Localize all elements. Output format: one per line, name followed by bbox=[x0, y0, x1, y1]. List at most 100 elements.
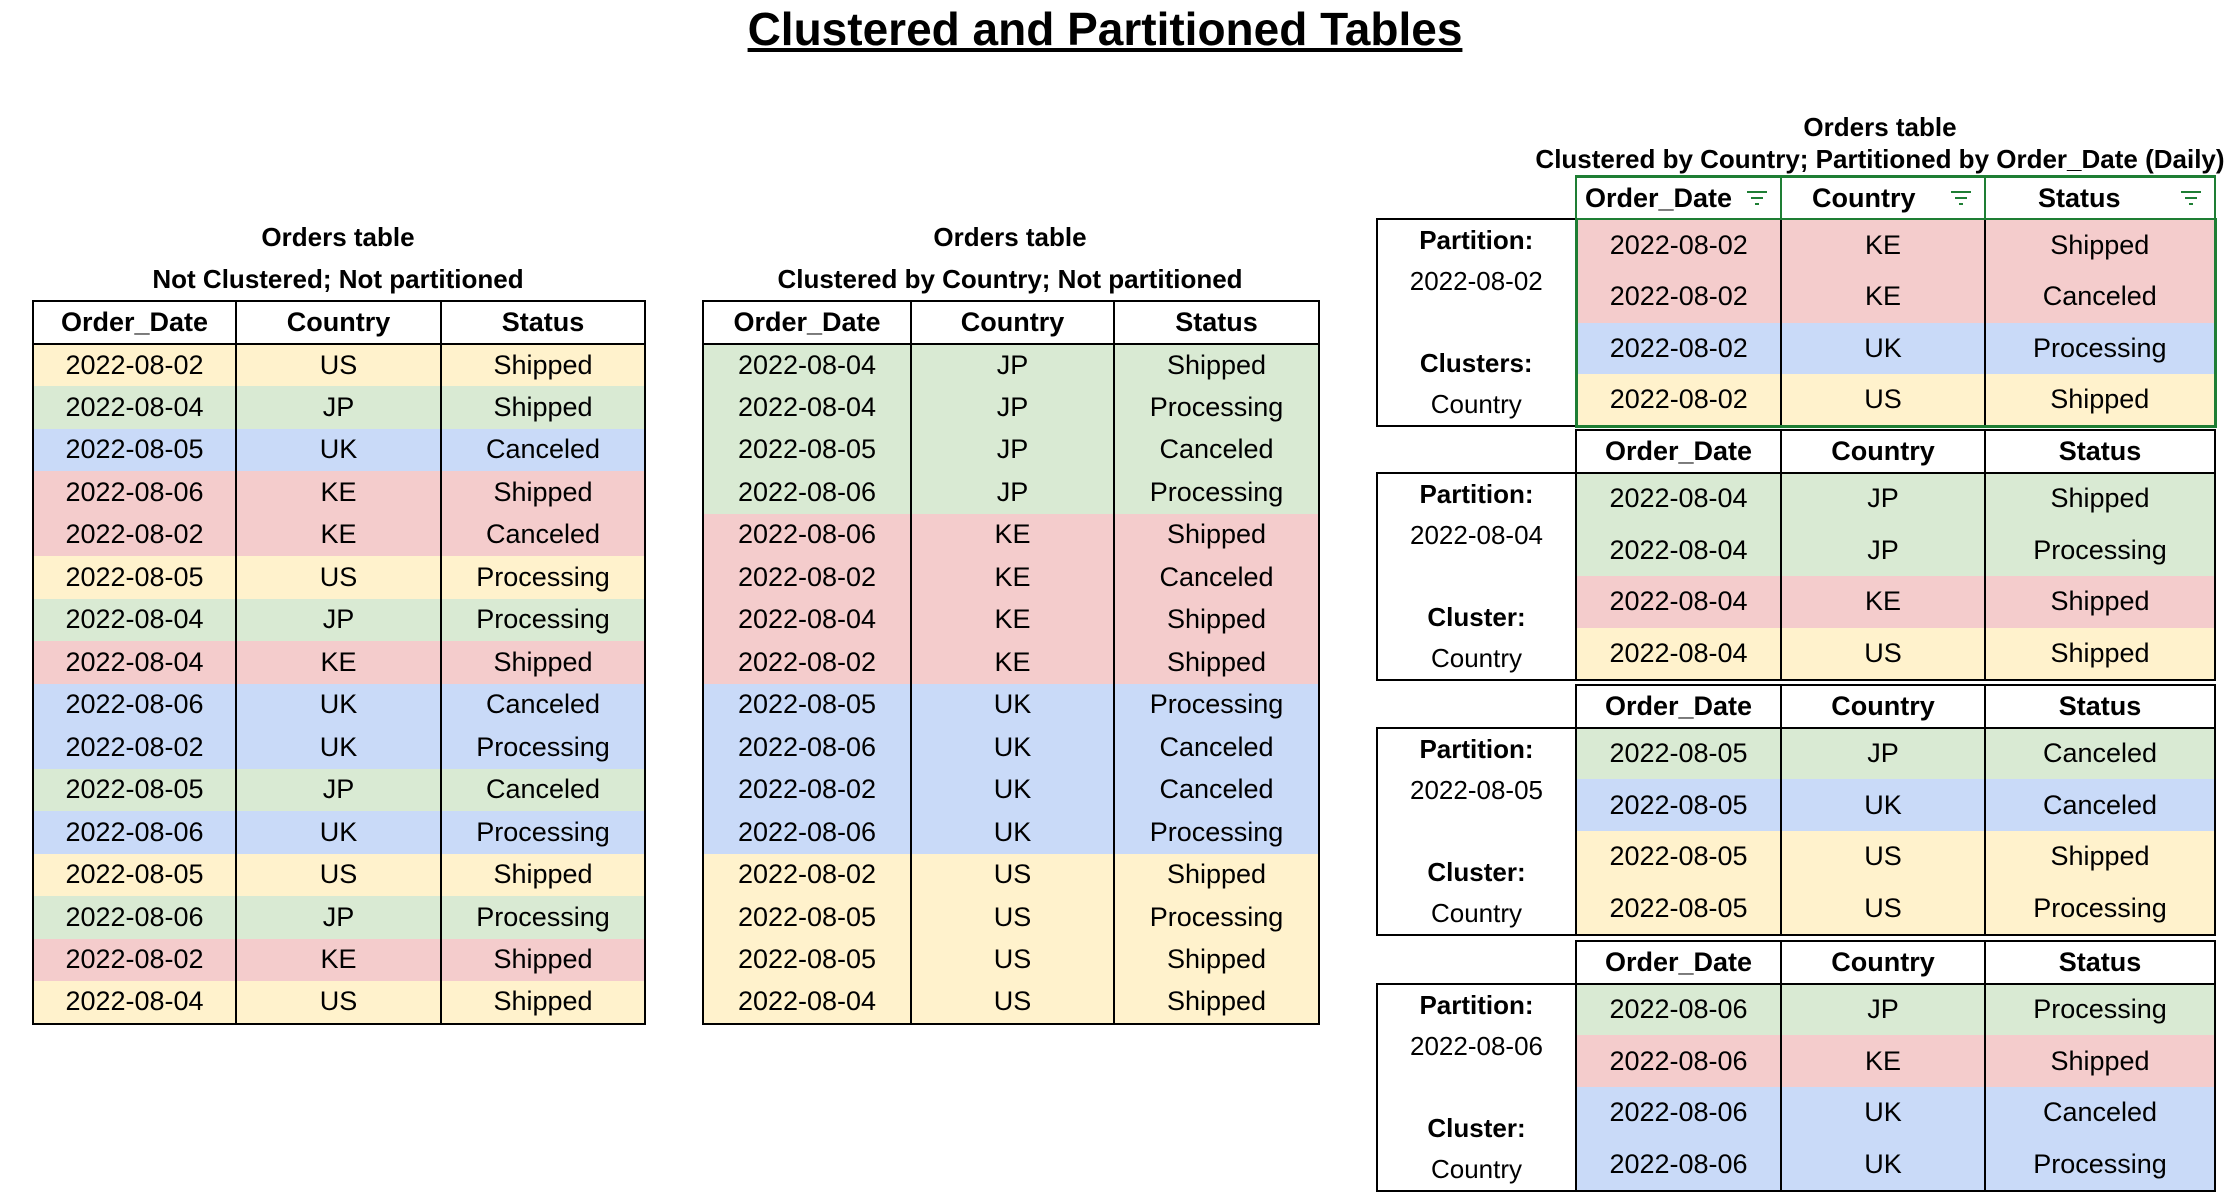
cell-order-date: 2022-08-04 bbox=[702, 386, 912, 429]
table3-subtitle: Clustered by Country; Partitioned by Ord… bbox=[1535, 144, 2225, 174]
cluster-key: Cluster: bbox=[1427, 856, 1526, 887]
column-header: Status bbox=[1984, 429, 2216, 474]
cell-status: Processing bbox=[1113, 896, 1320, 939]
cell-order-date: 2022-08-06 bbox=[32, 683, 237, 726]
cell-country: US bbox=[1780, 831, 1986, 883]
cell-order-date: 2022-08-02 bbox=[32, 938, 237, 981]
cell-order-date: 2022-08-06 bbox=[702, 513, 912, 556]
cell-order-date: 2022-08-05 bbox=[32, 556, 237, 599]
cell-country: UK bbox=[910, 683, 1115, 726]
column-header-label: Country bbox=[960, 306, 1065, 337]
table-row: 2022-08-06 UK Canceled bbox=[702, 726, 1320, 769]
cell-country: UK bbox=[910, 811, 1115, 854]
table-row: 2022-08-06 KE Shipped bbox=[702, 513, 1320, 556]
partition-value: 2022-08-05 bbox=[1410, 774, 1543, 805]
table-row: 2022-08-04 KE Shipped bbox=[32, 641, 646, 684]
column-header: Country bbox=[910, 300, 1115, 345]
table-row: 2022-08-06 JP Processing bbox=[702, 471, 1320, 514]
cell-order-date: 2022-08-06 bbox=[32, 471, 237, 514]
cell-status: Shipped bbox=[440, 641, 646, 684]
column-header-label: Country bbox=[1831, 435, 1935, 466]
column-header: Status bbox=[1113, 300, 1320, 345]
table-row: 2022-08-02 KE Shipped bbox=[702, 641, 1320, 684]
empty-corner bbox=[1377, 685, 1576, 728]
cluster-key: Clusters: bbox=[1419, 348, 1533, 378]
column-header-label: Order_Date bbox=[1585, 182, 1733, 213]
table-not-clustered: Order_Date Country Status 2022-08-02 US Shipp… bbox=[32, 300, 646, 1025]
column-header-label: Status bbox=[501, 306, 585, 337]
cell-status: Shipped bbox=[1113, 598, 1320, 641]
table-row: 2022-08-05 JP Canceled bbox=[702, 428, 1320, 471]
cell-country: JP bbox=[910, 428, 1115, 471]
cell-country: KE bbox=[910, 556, 1115, 599]
cell-status: Shipped bbox=[1984, 1035, 2216, 1087]
cell-country: UK bbox=[1780, 322, 1986, 375]
table-row: 2022-08-06 UK Processing bbox=[32, 811, 646, 854]
cell-status: Shipped bbox=[1113, 641, 1320, 684]
table-row: 2022-08-04 KE Shipped bbox=[1377, 576, 2216, 628]
cell-status: Shipped bbox=[1984, 576, 2216, 628]
cell-status: Processing bbox=[1113, 471, 1320, 514]
cell-country: KE bbox=[910, 513, 1115, 556]
column-header: Country bbox=[235, 300, 442, 345]
partition-table: Order_Date Country Status Partition: 2022-08… bbox=[1376, 429, 2216, 681]
cell-status: Processing bbox=[1984, 983, 2216, 1036]
cell-order-date: 2022-08-05 bbox=[702, 428, 912, 471]
cell-country: US bbox=[235, 853, 442, 896]
cell-status: Canceled bbox=[440, 768, 646, 811]
cell-order-date: 2022-08-05 bbox=[702, 896, 912, 939]
table-row: 2022-08-05 US Shipped bbox=[32, 853, 646, 896]
cell-order-date: 2022-08-04 bbox=[32, 641, 237, 684]
table-row: 2022-08-05 US Shipped bbox=[702, 938, 1320, 981]
cell-order-date: 2022-08-05 bbox=[32, 768, 237, 811]
column-header-label: Order_Date bbox=[1604, 435, 1753, 466]
cell-order-date: 2022-08-05 bbox=[702, 938, 912, 981]
cell-country: US bbox=[910, 896, 1115, 939]
column-header: Status bbox=[440, 300, 646, 345]
table2-caption: Orders table bbox=[933, 222, 1087, 252]
column-header[interactable]: Country bbox=[1780, 175, 1986, 220]
filter-icon[interactable] bbox=[1950, 190, 1972, 206]
partition-key: Partition: bbox=[1419, 225, 1534, 255]
column-header[interactable]: Order_Date bbox=[1575, 175, 1782, 220]
cell-status: Processing bbox=[440, 726, 646, 769]
table-row: 2022-08-02 UK Processing bbox=[1377, 322, 2217, 375]
partition-key: Partition: bbox=[1419, 733, 1534, 764]
table-row: Partition: 2022-08-05 Cluster: Country 2022-… bbox=[1376, 726, 2216, 936]
cell-country: KE bbox=[910, 641, 1115, 684]
cell-order-date: 2022-08-04 bbox=[1575, 524, 1782, 576]
cell-country: UK bbox=[910, 726, 1115, 769]
cell-country: US bbox=[910, 981, 1115, 1025]
cell-order-date: 2022-08-05 bbox=[1575, 727, 1782, 780]
partition-table: Order_Date Country Status Partition: 2022-08… bbox=[1376, 175, 2217, 428]
cell-status: Processing bbox=[1113, 811, 1320, 854]
cell-order-date: 2022-08-02 bbox=[1574, 322, 1782, 375]
cluster-key: Cluster: bbox=[1427, 601, 1526, 632]
cell-status: Canceled bbox=[440, 428, 646, 471]
column-header[interactable]: Status bbox=[1984, 175, 2216, 220]
cell-status: Shipped bbox=[1984, 472, 2216, 525]
cell-order-date: 2022-08-06 bbox=[1575, 1138, 1782, 1192]
cell-country: JP bbox=[235, 598, 442, 641]
table-row: 2022-08-04 US Shipped bbox=[1377, 627, 2216, 681]
cell-order-date: 2022-08-04 bbox=[32, 386, 237, 429]
cell-country: JP bbox=[235, 386, 442, 429]
cell-status: Shipped bbox=[1113, 853, 1320, 896]
table-row: 2022-08-02 UK Processing bbox=[32, 726, 646, 769]
cell-country: US bbox=[910, 853, 1115, 896]
cell-order-date: 2022-08-04 bbox=[32, 598, 237, 641]
column-header-label: Order_Date bbox=[60, 306, 209, 337]
partition-key: Partition: bbox=[1419, 989, 1534, 1020]
filter-icon[interactable] bbox=[2180, 190, 2202, 206]
column-header: Status bbox=[1984, 940, 2216, 985]
table-row: Partition: 2022-08-02 Clusters: Country 2022… bbox=[1376, 218, 2217, 427]
filter-icon[interactable] bbox=[1746, 190, 1768, 206]
table-row: 2022-08-04 US Shipped bbox=[32, 981, 646, 1025]
cell-order-date: 2022-08-02 bbox=[702, 768, 912, 811]
table-row: 2022-08-06 UK Canceled bbox=[32, 683, 646, 726]
cell-order-date: 2022-08-04 bbox=[702, 981, 912, 1025]
column-header-label: Order_Date bbox=[733, 306, 881, 337]
partition-key: Partition: bbox=[1419, 478, 1534, 509]
table-row: 2022-08-05 UK Processing bbox=[702, 683, 1320, 726]
partition-label: Partition: 2022-08-04 Cluster: Country bbox=[1376, 471, 1577, 681]
